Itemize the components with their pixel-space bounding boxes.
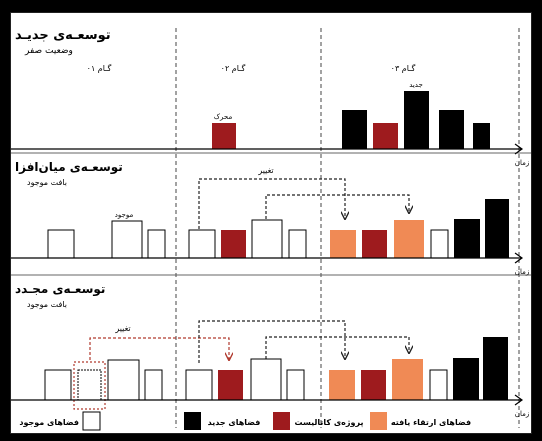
catalyst-project-block (221, 230, 246, 258)
infill-title: توسعـه‌ی میان‌افزا (15, 160, 123, 175)
step-1-label: گـام ۰۱ (87, 63, 112, 73)
legend-upgraded-label: فضاهای ارتقاء یافته (391, 418, 471, 427)
existing-space-block (77, 369, 102, 401)
infill-subtitle: بافت موجود (27, 178, 67, 187)
existing-space-block (144, 369, 163, 401)
new-dev-title: توسعـه‌ی جدیـد (15, 28, 111, 43)
time-axis-arrow-icon (514, 143, 524, 155)
catalyst-project-block (218, 370, 243, 400)
existing-space-block (185, 369, 213, 401)
upgraded-space-block (394, 220, 424, 258)
new-space-block (454, 219, 480, 258)
existing-label: موجود (115, 211, 134, 219)
existing-space-block (429, 369, 448, 401)
new-space-block (342, 110, 367, 149)
catalyst-project-block (212, 123, 236, 149)
legend-existing-label: فضاهای موجود (19, 418, 79, 427)
change-label: تغییر (114, 324, 130, 333)
change-arrow-red (89, 337, 229, 360)
new-label: جدید (409, 81, 423, 89)
renewal-title: توسعـه‌ی مجـدد (15, 282, 105, 297)
time-axis-arrow-icon (514, 394, 524, 406)
existing-space-block (430, 229, 449, 259)
new-space-block (473, 123, 490, 149)
new-space-block (483, 337, 508, 400)
legend-new-label: فضاهای جدید (208, 418, 261, 427)
new-space-block (404, 91, 429, 149)
time-axis-arrow-icon (514, 252, 524, 264)
existing-space-block (251, 219, 283, 259)
change-arrow (265, 194, 409, 219)
step-3-label: گـام ۰۳ (391, 63, 416, 73)
new-space-block (439, 110, 464, 149)
existing-space-block (47, 229, 75, 259)
existing-space-block (107, 359, 140, 401)
catalyst-label: محرک (214, 113, 233, 121)
new-dev-subtitle: وضعیت صفر (24, 46, 73, 56)
existing-space-block (286, 369, 305, 401)
catalyst-project-block (361, 370, 386, 400)
renewal-subtitle: بافت موجود (27, 300, 67, 309)
legend-new-swatch (184, 412, 201, 430)
new-space-block (485, 199, 509, 258)
existing-space-block (188, 229, 216, 259)
change-arrow (198, 320, 345, 363)
upgraded-space-block (329, 370, 355, 400)
catalyst-project-block (362, 230, 387, 258)
development-diagram: توسعـه‌ی جدیـد وضعیت صفر گـام ۰۱ گـام ۰۲… (11, 28, 531, 431)
legend-upgraded-swatch (370, 412, 387, 430)
existing-space-block (288, 229, 307, 259)
change-label: تغییر (257, 166, 273, 175)
existing-space-block (44, 369, 72, 401)
catalyst-project-block (373, 123, 398, 149)
existing-space-block (147, 229, 166, 259)
legend: فضاهای موجود فضاهای جدید پروژه‌ی کاتالیس… (19, 411, 471, 431)
upgraded-space-block (392, 359, 423, 400)
time-axis-label: زمان (515, 268, 529, 276)
change-arrow (265, 336, 409, 359)
change-arrow (198, 178, 345, 229)
legend-catalyst-swatch (273, 412, 290, 430)
legend-catalyst-label: پروژه‌ی کاتالیست (295, 418, 364, 427)
upgraded-space-block (330, 230, 356, 258)
existing-space-block (111, 220, 143, 259)
legend-existing-swatch (82, 411, 101, 431)
time-axis-label: زمان (515, 410, 529, 418)
demolished-space-outline (73, 361, 106, 410)
time-axis-label: زمان (515, 159, 529, 167)
step-2-label: گـام ۰۲ (221, 63, 246, 73)
new-space-block (453, 358, 479, 400)
existing-space-block (250, 358, 282, 401)
diagram-frame: توسعـه‌ی جدیـد وضعیت صفر گـام ۰۱ گـام ۰۲… (10, 12, 532, 434)
